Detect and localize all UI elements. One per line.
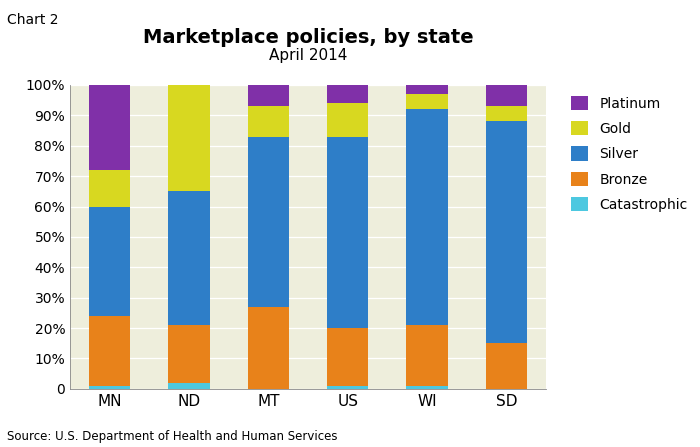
- Bar: [169, 191, 209, 325]
- Bar: [486, 343, 527, 389]
- Bar: [327, 328, 368, 386]
- Text: April 2014: April 2014: [269, 48, 347, 63]
- Bar: [248, 85, 289, 106]
- Bar: [327, 386, 368, 389]
- Bar: [407, 85, 447, 94]
- Bar: [407, 325, 447, 386]
- Bar: [248, 106, 289, 137]
- Bar: [407, 386, 447, 389]
- Bar: [89, 316, 130, 386]
- Bar: [327, 137, 368, 328]
- Bar: [169, 85, 209, 191]
- Bar: [486, 85, 527, 106]
- Bar: [407, 109, 447, 325]
- Bar: [486, 122, 527, 343]
- Text: Source: U.S. Department of Health and Human Services: Source: U.S. Department of Health and Hu…: [7, 430, 337, 443]
- Text: Chart 2: Chart 2: [7, 13, 59, 27]
- Bar: [327, 85, 368, 103]
- Bar: [248, 307, 289, 389]
- Bar: [89, 386, 130, 389]
- Bar: [327, 103, 368, 137]
- Bar: [248, 137, 289, 307]
- Bar: [169, 383, 209, 389]
- Bar: [89, 85, 130, 170]
- Text: Marketplace policies, by state: Marketplace policies, by state: [143, 29, 473, 47]
- Legend: Platinum, Gold, Silver, Bronze, Catastrophic: Platinum, Gold, Silver, Bronze, Catastro…: [567, 92, 692, 216]
- Bar: [89, 207, 130, 316]
- Bar: [89, 170, 130, 207]
- Bar: [486, 106, 527, 122]
- Bar: [407, 94, 447, 109]
- Bar: [169, 325, 209, 383]
